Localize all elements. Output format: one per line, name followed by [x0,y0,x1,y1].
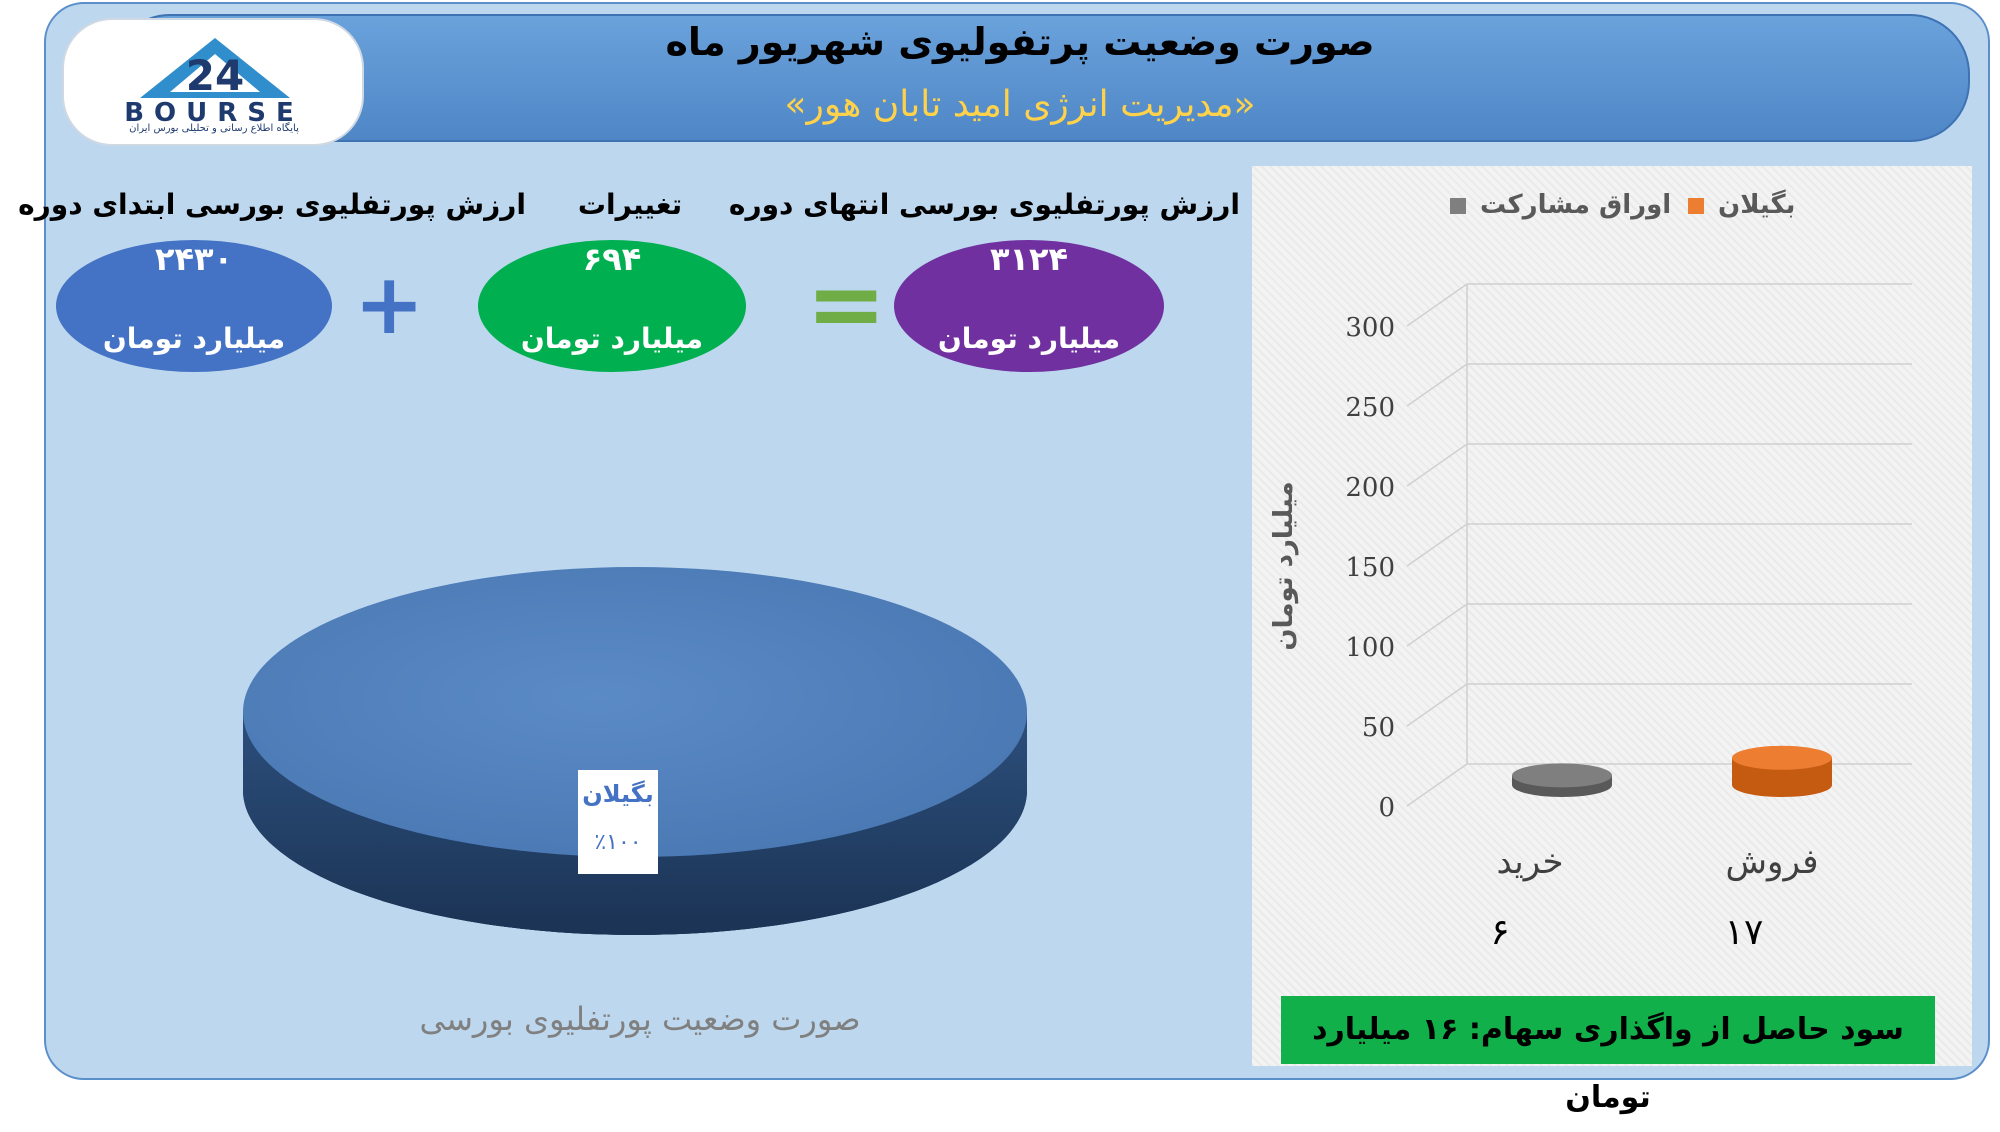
y-tick-label-0: 0 [1378,793,1395,823]
gridline-3 [1406,523,1912,567]
y-tick-label-3: 150 [1345,553,1395,583]
pie-data-label [578,770,658,874]
bar-chart-panel [1252,166,1972,1066]
end-value-ellipse: ۳۱۲۴ میلیارد تومان [894,240,1164,372]
legend-swatch-bonds [1450,198,1466,214]
pie-chart-title: صورت وضعیت پورتفلیوی بورسی [419,1000,861,1038]
category-label-buy: خرید [1496,842,1564,882]
pie-slice-bgilan [243,567,1027,857]
end-value-label: ارزش پورتفلیوی بورسی انتهای دوره [728,188,1240,221]
logo-number: 24 [186,51,244,100]
page-title: صورت وضعیت پرتفولیوی شهریور ماه [665,20,1375,64]
legend-item-bonds: اوراق مشارکت [1480,190,1672,220]
plus-sign: + [354,255,425,353]
start-unit: میلیارد تومان [102,322,286,355]
gridline-5 [1406,363,1912,407]
bar-top-0 [1512,763,1612,788]
y-tick-label-4: 200 [1345,473,1395,503]
gridline-6 [1406,283,1912,327]
end-unit: میلیارد تومان [937,322,1121,355]
y-tick-label-1: 50 [1362,713,1395,743]
gridline-1 [1406,683,1912,727]
gridline-4 [1406,443,1912,487]
pie-slice-percent: ٪۱۰۰ [594,830,642,855]
logo-mark-icon: 24 [140,38,290,100]
gridline-0 [1406,763,1912,807]
page-subtitle: «مدیریت انرژی امید تابان هور» [784,84,1256,125]
category-label-sell: فروش [1725,842,1819,882]
logo-text: BOURSE [124,98,304,128]
change-unit: میلیارد تومان [520,322,704,355]
category-value-sell: ۱۷ [1724,912,1764,953]
y-tick-label-6: 300 [1345,313,1395,343]
change-value: ۶۹۴ [582,240,642,278]
start-value-label: ارزش پورتفلیوی بورسی ابتدای دوره [18,188,526,221]
bar-top-1 [1732,745,1832,770]
profit-banner: سود حاصل از واگذاری سهام: ۱۶ میلیارد توم… [1281,996,1935,1115]
end-value: ۳۱۲۴ [989,240,1069,278]
change-ellipse: ۶۹۴ میلیارد تومان [478,240,746,372]
start-value-ellipse: ۲۴۳۰ میلیارد تومان [56,240,332,372]
legend-swatch-bgilan [1688,198,1704,214]
y-tick-label-5: 250 [1345,393,1395,423]
legend-item-bgilan: بگیلان [1718,190,1796,220]
pie-chart [243,567,1027,935]
change-label: تغییرات [577,188,683,221]
gridline-2 [1406,603,1912,647]
y-tick-label-2: 100 [1345,633,1395,663]
pie-slice-label: بگیلان [582,780,654,808]
bar-chart: 0 50 100 150 200 250 300 میلیارد تومان [1269,283,1912,823]
equals-sign: = [806,248,887,360]
category-value-buy: ۶ [1490,912,1510,953]
start-value: ۲۴۳۰ [154,240,234,278]
y-axis-label: میلیارد تومان [1269,481,1299,650]
header-band [110,14,1970,142]
logo-subtext: پایگاه اطلاع رسانی و تحلیلی بورس ایران [129,123,299,134]
